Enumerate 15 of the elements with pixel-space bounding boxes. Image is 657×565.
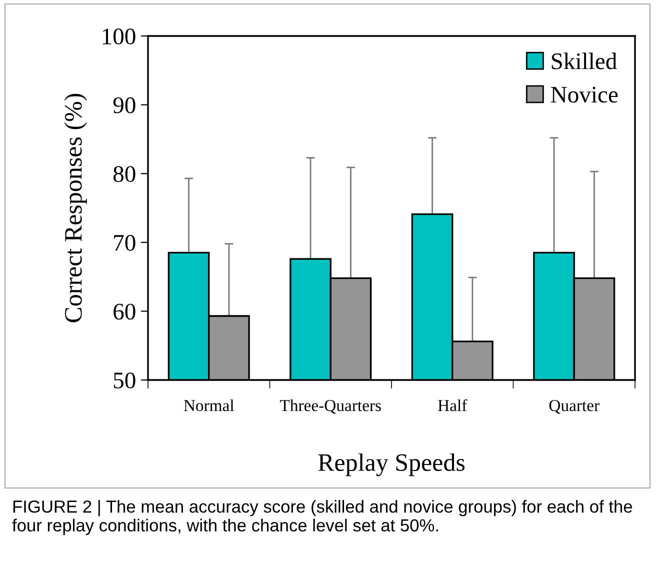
x-tick-label: Half bbox=[438, 399, 468, 412]
y-tick-label: 80 bbox=[113, 166, 136, 182]
y-tick-label: 90 bbox=[113, 97, 136, 114]
x-tick-label: Three-Quarters bbox=[280, 399, 381, 414]
x-tick-label: Normal bbox=[184, 399, 234, 412]
y-tick-label: 100 bbox=[102, 28, 136, 44]
y-tick-label: 50 bbox=[114, 372, 136, 388]
x-axis-title: Replay Speeds bbox=[318, 453, 465, 476]
y-tick-label: 70 bbox=[114, 234, 136, 251]
y-tick-label: 60 bbox=[114, 304, 136, 320]
legend-label: Skilled bbox=[552, 52, 617, 70]
caption: FIGURE 2 | The mean accuracy score (skilled and novice groups) for each of the four replay conditions, with the chance level set at 50%. bbox=[12, 500, 632, 535]
legend-label: Novice bbox=[550, 86, 618, 103]
x-tick-label: Quarter bbox=[549, 400, 600, 414]
y-axis-title: Correct Responses (%) bbox=[64, 94, 87, 322]
